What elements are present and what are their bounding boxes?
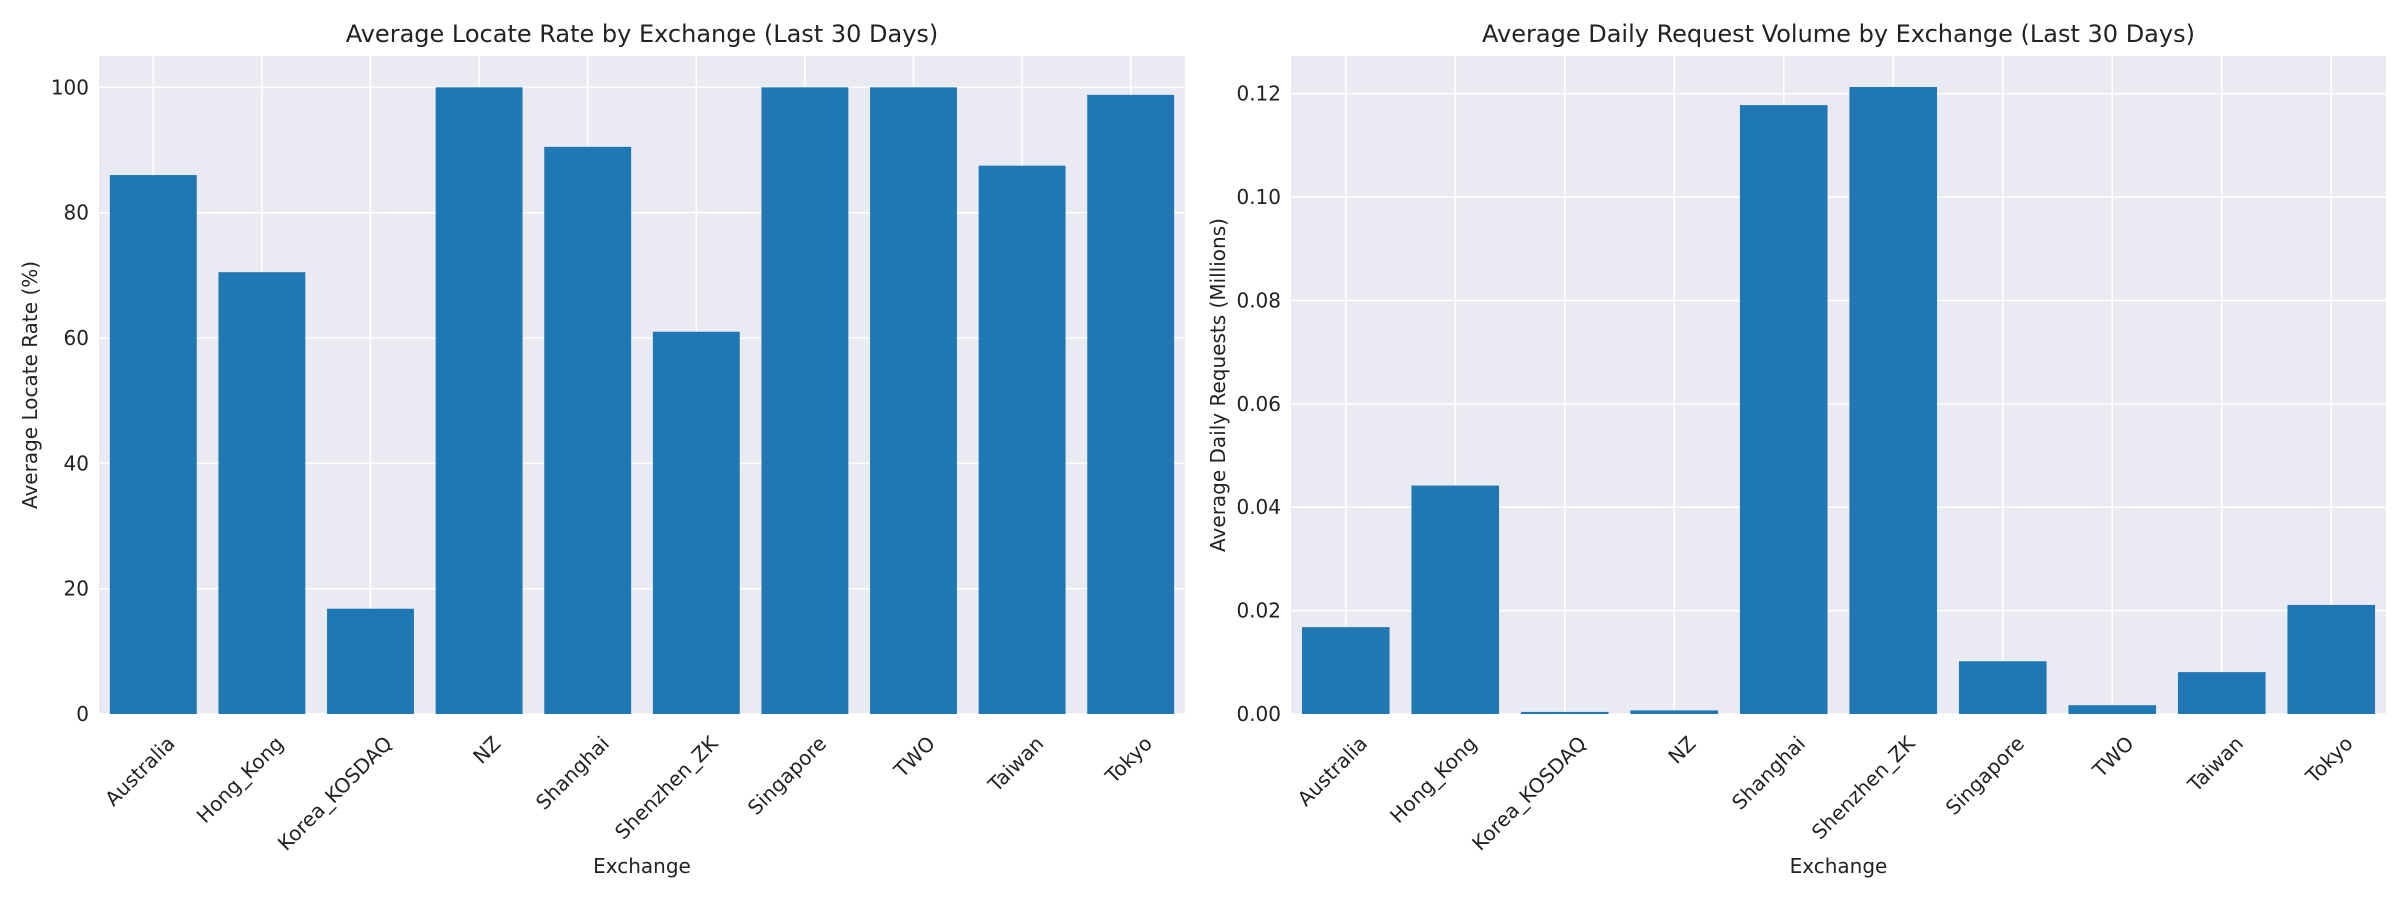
x-tick-label: Hong_Kong xyxy=(192,731,288,827)
chart-locate-rate: 0 20 40 60 80 100 Australia Hong_KongKorea_KOSD… xyxy=(18,20,1185,878)
bar-singapore xyxy=(761,87,849,715)
y-tick-label: 20 xyxy=(64,577,89,601)
y-tick-label: 0 xyxy=(76,702,89,726)
y-tick-label: 0.04 xyxy=(1236,495,1281,519)
chart-title: Average Locate Rate by Exchange (Last 30… xyxy=(346,20,939,48)
y-tick-label: 0.12 xyxy=(1236,82,1281,106)
y-axis-label: Average Locate Rate (%) xyxy=(18,261,42,509)
chart-title: Average Daily Request Volume by Exchange… xyxy=(1482,20,2195,48)
y-tick-label: 0.06 xyxy=(1236,392,1281,416)
x-tick-label: NZ xyxy=(1663,731,1700,768)
x-axis-label: Exchange xyxy=(593,854,691,878)
y-tick-label: 0.08 xyxy=(1236,288,1281,312)
y-tick-label: 0.10 xyxy=(1236,185,1281,209)
x-tick-label: Shenzhen_ZK xyxy=(610,731,723,844)
y-tick-label: 40 xyxy=(64,451,89,475)
bar-singapore xyxy=(1958,661,2047,714)
x-tick-label: Korea_KOSDAQ xyxy=(1467,731,1591,855)
x-tick-label: Tokyo xyxy=(1100,731,1157,788)
x-tick-label: Australia xyxy=(1293,731,1373,811)
x-axis-label: Exchange xyxy=(1790,854,1888,878)
bar-hong-kong xyxy=(1411,485,1500,714)
bar-shenzhen-zk xyxy=(652,331,740,714)
bar-shanghai xyxy=(544,146,632,714)
bar-shanghai xyxy=(1739,105,1828,714)
bar-two xyxy=(2068,705,2157,714)
y-tick-label: 100 xyxy=(51,75,89,99)
x-tick-label: Shanghai xyxy=(531,731,614,814)
x-tick-label: Hong_Kong xyxy=(1385,731,1481,827)
bar-shenzhen-zk xyxy=(1849,87,1938,714)
bar-hong-kong xyxy=(218,272,306,714)
bar-korea-kosdaq xyxy=(327,608,414,714)
x-tick-label: Singapore xyxy=(1941,731,2029,819)
chart-request-volume: 0.00 0.02 0.04 0.06 0.08 0.10 0.12 Australia Hon… xyxy=(1206,20,2386,878)
bar-nz xyxy=(435,87,523,715)
x-tick-label: Shenzhen_ZK xyxy=(1807,731,1920,844)
x-tick-label: Taiwan xyxy=(2182,731,2248,797)
bar-two xyxy=(870,87,957,715)
x-tick-label: Singapore xyxy=(743,731,831,819)
x-tick-label: NZ xyxy=(468,731,505,768)
x-tick-label: Shanghai xyxy=(1727,731,1810,814)
bar-nz xyxy=(1630,710,1719,714)
bar-tokyo xyxy=(2287,604,2376,714)
bar-taiwan xyxy=(2177,672,2266,714)
x-tick-label: TWO xyxy=(888,731,939,782)
x-tick-label: Taiwan xyxy=(983,731,1049,797)
bar-australia xyxy=(1301,627,1390,714)
bar-australia xyxy=(109,175,197,715)
y-tick-label: 60 xyxy=(64,326,89,350)
x-tick-label: Australia xyxy=(100,731,180,811)
y-tick-label: 0.00 xyxy=(1236,702,1281,726)
bar-taiwan xyxy=(978,165,1066,714)
bar-tokyo xyxy=(1087,94,1175,714)
y-tick-label: 80 xyxy=(64,201,89,225)
y-axis-label: Average Daily Requests (Millions) xyxy=(1206,218,1230,552)
x-tick-label: Tokyo xyxy=(2300,731,2357,788)
y-tick-label: 0.02 xyxy=(1236,599,1281,623)
bar-korea-kosdaq xyxy=(1520,711,1609,714)
x-tick-label: Korea_KOSDAQ xyxy=(273,731,397,855)
x-tick-label: TWO xyxy=(2087,731,2138,782)
